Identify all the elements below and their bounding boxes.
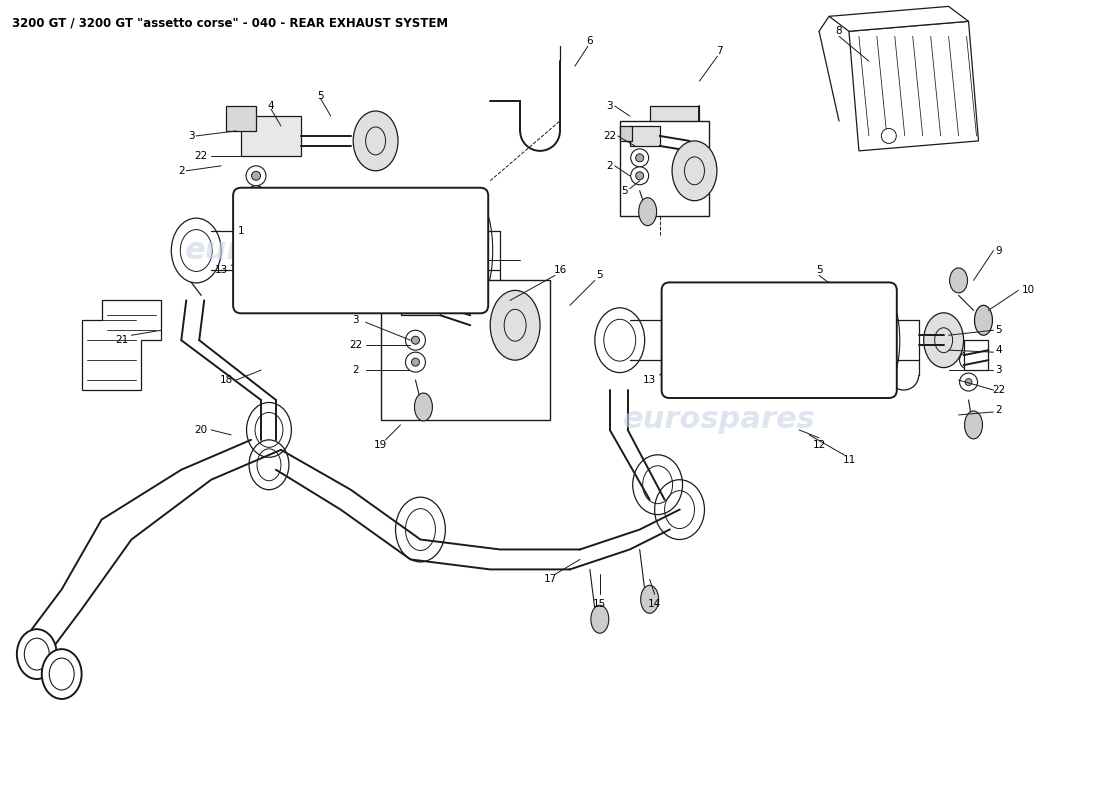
Bar: [629, 126, 660, 146]
Text: 3: 3: [188, 131, 195, 141]
Text: 5: 5: [596, 270, 603, 281]
Text: 14: 14: [648, 599, 661, 610]
Ellipse shape: [415, 393, 432, 421]
Text: 10: 10: [1022, 286, 1035, 295]
Ellipse shape: [406, 352, 426, 372]
Polygon shape: [829, 6, 968, 31]
Text: 13: 13: [214, 266, 228, 275]
Text: 2: 2: [352, 365, 359, 375]
Text: 3: 3: [606, 101, 613, 111]
Bar: [650, 106, 700, 146]
Text: 6: 6: [586, 36, 593, 46]
Text: 15: 15: [593, 599, 606, 610]
Bar: [619, 121, 710, 216]
Text: 21: 21: [114, 335, 128, 346]
Ellipse shape: [636, 154, 644, 162]
Ellipse shape: [640, 586, 659, 614]
Ellipse shape: [636, 172, 644, 180]
Bar: [227, 106, 256, 131]
Ellipse shape: [965, 357, 972, 364]
Text: 19: 19: [374, 440, 387, 450]
Text: 12: 12: [813, 440, 826, 450]
Ellipse shape: [965, 378, 972, 386]
Text: eurospares: eurospares: [185, 236, 377, 265]
Text: 5: 5: [816, 266, 823, 275]
Ellipse shape: [630, 149, 649, 167]
Ellipse shape: [491, 290, 540, 360]
Text: 17: 17: [543, 574, 557, 584]
Ellipse shape: [881, 129, 896, 143]
Ellipse shape: [672, 141, 717, 201]
Text: eurospares: eurospares: [623, 406, 816, 434]
Ellipse shape: [353, 111, 398, 170]
FancyBboxPatch shape: [661, 282, 896, 398]
Text: 20: 20: [195, 425, 208, 435]
Ellipse shape: [924, 313, 964, 368]
Text: 16: 16: [553, 266, 566, 275]
Ellipse shape: [965, 411, 982, 439]
Text: 9: 9: [996, 246, 1002, 255]
Ellipse shape: [411, 358, 419, 366]
Ellipse shape: [254, 226, 272, 254]
Bar: [964, 340, 989, 370]
Ellipse shape: [16, 630, 57, 679]
Text: 11: 11: [843, 454, 856, 465]
Ellipse shape: [411, 336, 419, 344]
Bar: [241, 116, 301, 156]
Ellipse shape: [591, 606, 608, 633]
Text: 3: 3: [996, 365, 1002, 375]
Ellipse shape: [630, 167, 649, 185]
Text: 22: 22: [992, 385, 1005, 395]
Ellipse shape: [246, 186, 266, 206]
Bar: [400, 290, 440, 315]
Text: 22: 22: [195, 151, 208, 161]
Text: 22: 22: [349, 340, 362, 350]
Polygon shape: [81, 300, 162, 390]
Ellipse shape: [639, 198, 657, 226]
Ellipse shape: [252, 191, 261, 200]
Text: 4: 4: [267, 101, 274, 111]
Text: 2: 2: [606, 161, 613, 171]
Ellipse shape: [42, 649, 81, 699]
Ellipse shape: [406, 330, 426, 350]
Text: 2: 2: [178, 166, 185, 176]
Text: 2: 2: [996, 405, 1002, 415]
Ellipse shape: [246, 166, 266, 186]
Ellipse shape: [252, 171, 261, 180]
Text: 13: 13: [644, 375, 657, 385]
Text: 5: 5: [996, 326, 1002, 335]
Text: 3: 3: [352, 315, 359, 326]
Ellipse shape: [959, 373, 978, 391]
Ellipse shape: [975, 306, 992, 335]
FancyBboxPatch shape: [233, 188, 488, 314]
Text: 5: 5: [318, 91, 324, 101]
Text: 5: 5: [621, 186, 628, 196]
Bar: [381, 281, 550, 420]
Polygon shape: [849, 22, 979, 151]
Ellipse shape: [949, 268, 968, 293]
Text: 8: 8: [836, 26, 843, 36]
Text: 4: 4: [996, 345, 1002, 355]
Text: 22: 22: [603, 131, 616, 141]
Text: 18: 18: [220, 375, 233, 385]
Text: 7: 7: [716, 46, 723, 56]
Text: 3200 GT / 3200 GT "assetto corse" - 040 - REAR EXHAUST SYSTEM: 3200 GT / 3200 GT "assetto corse" - 040 …: [12, 16, 448, 30]
Bar: [619, 126, 631, 141]
Bar: [390, 290, 406, 306]
Ellipse shape: [959, 351, 978, 369]
Text: 1: 1: [238, 226, 244, 235]
